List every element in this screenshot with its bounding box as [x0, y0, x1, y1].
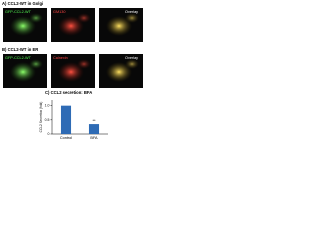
channel-label: Calnexin — [53, 56, 68, 60]
cell-signal — [58, 62, 84, 82]
cell-signal — [125, 59, 139, 69]
y-axis-label: CCL2 Secretion (fold) — [39, 102, 43, 133]
cell-signal — [58, 16, 84, 36]
cell-signal — [77, 13, 91, 23]
channel-label: GFP-CCL2-WT — [5, 10, 32, 14]
cell-signal — [29, 13, 43, 23]
y-tick-label: 0 — [48, 132, 50, 136]
cell-signal — [106, 62, 132, 82]
cell-signal — [29, 59, 43, 69]
x-tick-label: Control — [60, 136, 72, 140]
microscopy-panels: A) CCL2-WT in Golgi GFP-CCL2-WT GM130 Overl… — [2, 1, 143, 88]
bar — [60, 105, 72, 134]
panel-title: B) CCL2-WT in ER — [2, 47, 38, 52]
chart-title: C) CCL2 secretion: BFA — [45, 90, 92, 95]
panel-title: A) CCL2-WT in Golgi — [2, 1, 43, 6]
channel-label: Overlay — [125, 10, 138, 14]
y-tick-label: 0.5 — [45, 118, 50, 122]
y-tick-label: 1.0 — [45, 104, 50, 108]
channel-label: Overlay — [125, 56, 138, 60]
cell-signal — [10, 62, 36, 82]
x-tick-label: BFA — [90, 136, 98, 140]
cell-signal — [106, 16, 132, 36]
cell-signal — [10, 16, 36, 36]
figure: A) CCL2-WT in Golgi GFP-CCL2-WT GM130 Overl… — [2, 1, 143, 140]
cell-signal — [77, 59, 91, 69]
bar — [88, 124, 100, 134]
cell-signal — [125, 13, 139, 23]
channel-label: GFP-CCL2-WT — [5, 56, 32, 60]
significance-mark: ** — [92, 118, 96, 123]
channel-label: GM130 — [53, 10, 65, 14]
